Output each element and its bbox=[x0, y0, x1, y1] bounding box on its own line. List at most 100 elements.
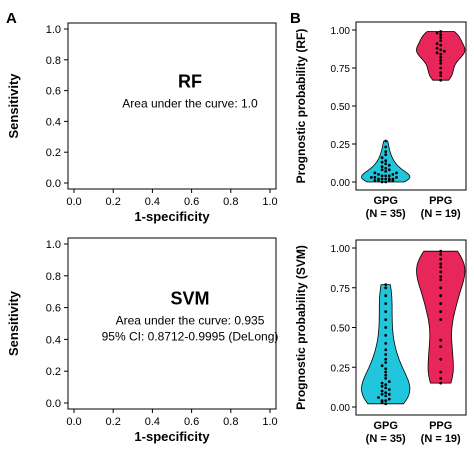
roc-1-annotation: Area under the curve: 0.935 bbox=[116, 313, 265, 327]
violin-2-ytick-label: 1.00 bbox=[331, 26, 351, 37]
roc-0-xtick-label: 0.4 bbox=[145, 196, 160, 208]
roc-0-ylabel: Sensitivity bbox=[6, 73, 21, 139]
violin-3-ylabel: Prognostic probability (SVM) bbox=[294, 245, 308, 410]
violin-2-point-0 bbox=[377, 173, 380, 176]
violin-3-point-0 bbox=[387, 397, 391, 401]
violin-3-point-0 bbox=[384, 302, 388, 305]
violin-2-point-1 bbox=[435, 46, 439, 50]
violin-3-point-1 bbox=[439, 338, 443, 342]
violin-2-point-0 bbox=[395, 176, 398, 179]
violin-3-point-0 bbox=[380, 399, 384, 402]
violin-2-point-0 bbox=[369, 176, 373, 179]
violin-2-point-0 bbox=[395, 171, 398, 175]
roc-0-annotation: Area under the curve: 1.0 bbox=[122, 97, 258, 111]
violin-3-ytick-label: 0.25 bbox=[331, 363, 351, 374]
roc-1-ytick-label: 0.2 bbox=[46, 366, 61, 378]
violin-2-point-1 bbox=[439, 71, 443, 74]
violin-2-point-0 bbox=[380, 165, 384, 169]
roc-0-xlabel: 1-specificity bbox=[134, 209, 210, 224]
violin-3-category-label: PPG bbox=[429, 420, 452, 432]
violin-2-point-1 bbox=[439, 66, 443, 70]
violin-2-point-0 bbox=[384, 170, 388, 173]
violin-3-point-1 bbox=[439, 265, 443, 269]
violin-3-ytick-label: 0.00 bbox=[331, 403, 351, 414]
roc-1-xtick-label: 0.0 bbox=[66, 416, 81, 428]
panel-label-a: A bbox=[6, 10, 17, 27]
roc-1-xlabel: 1-specificity bbox=[134, 429, 210, 444]
panel-label-b: B bbox=[290, 10, 301, 27]
roc-0-title: RF bbox=[178, 72, 202, 92]
violin-3-point-0 bbox=[384, 373, 388, 377]
violin-2-ytick-label: 0.75 bbox=[331, 64, 351, 75]
violin-3-point-0 bbox=[387, 392, 391, 396]
violin-2-violin-1 bbox=[416, 31, 466, 81]
roc-1-xtick-label: 1.0 bbox=[262, 416, 277, 428]
violin-2-point-1 bbox=[442, 49, 446, 53]
violin-2-point-0 bbox=[384, 162, 388, 166]
violin-2-point-0 bbox=[384, 180, 388, 184]
violin-2-point-1 bbox=[435, 31, 439, 35]
violin-2-point-0 bbox=[387, 163, 391, 167]
violin-3-point-0 bbox=[384, 391, 388, 395]
violin-2-point-1 bbox=[435, 42, 439, 46]
violin-3-point-0 bbox=[384, 399, 388, 402]
violin-3-point-1 bbox=[439, 345, 443, 348]
violin-3-point-1 bbox=[439, 294, 443, 298]
roc-1-title: SVM bbox=[170, 288, 209, 308]
roc-1-xtick-label: 0.4 bbox=[145, 416, 160, 428]
violin-3-point-0 bbox=[380, 392, 384, 396]
violin-2-point-0 bbox=[387, 168, 391, 172]
roc-0-xtick-label: 1.0 bbox=[262, 196, 277, 208]
roc-0-xtick-label: 0.0 bbox=[66, 196, 81, 208]
violin-2-point-0 bbox=[373, 176, 377, 179]
violin-3-point-1 bbox=[439, 257, 443, 261]
roc-0-ytick-label: 0.6 bbox=[46, 86, 61, 98]
violin-3-point-0 bbox=[384, 361, 388, 364]
roc-0-ytick-label: 1.0 bbox=[46, 24, 61, 36]
violin-2-point-1 bbox=[439, 39, 443, 42]
violin-3-point-0 bbox=[384, 283, 388, 286]
roc-1-xtick-label: 0.6 bbox=[184, 416, 199, 428]
roc-0-xtick-label: 0.8 bbox=[223, 196, 238, 208]
violin-3-ytick-label: 0.75 bbox=[331, 284, 351, 295]
violin-3-point-1 bbox=[439, 302, 443, 305]
roc-1-annotation-2: 95% CI: 0.8712-0.9995 (DeLong) bbox=[102, 329, 279, 343]
violin-3-point-1 bbox=[439, 370, 443, 374]
violin-3-ytick-label: 0.50 bbox=[331, 324, 351, 335]
violin-2-point-0 bbox=[387, 174, 391, 178]
violin-3-violin-1 bbox=[416, 250, 466, 384]
violin-3-point-1 bbox=[439, 270, 443, 274]
roc-0-xtick-label: 0.6 bbox=[184, 196, 199, 208]
violin-3-point-0 bbox=[384, 342, 388, 345]
violin-3-point-1 bbox=[439, 253, 443, 256]
roc-0-ytick-label: 0.4 bbox=[46, 116, 61, 128]
violin-2-ytick-label: 0.00 bbox=[331, 178, 351, 189]
roc-1-xtick-label: 0.2 bbox=[106, 416, 121, 428]
violin-2-ytick-label: 0.50 bbox=[331, 102, 351, 113]
violin-3-point-1 bbox=[439, 381, 443, 385]
violin-3-point-1 bbox=[439, 357, 443, 361]
violin-2-point-0 bbox=[384, 139, 388, 143]
violin-3-point-0 bbox=[384, 353, 388, 356]
violin-3-point-0 bbox=[384, 370, 388, 374]
violin-3-point-0 bbox=[384, 334, 388, 337]
violin-2-point-0 bbox=[384, 177, 388, 181]
violin-2-point-0 bbox=[384, 145, 388, 149]
roc-1-ytick-label: 0.8 bbox=[46, 271, 61, 283]
roc-0-ytick-label: 0.0 bbox=[46, 178, 61, 190]
violin-2-point-1 bbox=[439, 62, 443, 65]
violin-2-point-1 bbox=[439, 59, 443, 62]
violin-2-point-1 bbox=[439, 56, 443, 59]
violin-3-point-0 bbox=[384, 348, 388, 352]
violin-2-point-0 bbox=[380, 177, 384, 181]
violin-2-point-1 bbox=[439, 43, 443, 47]
violin-2-ylabel: Prognostic probability (RF) bbox=[294, 29, 308, 184]
violin-3-ytick-label: 1.00 bbox=[331, 244, 351, 255]
violin-3-category-count: (N = 19) bbox=[421, 433, 461, 445]
roc-0-xtick-label: 0.2 bbox=[106, 196, 121, 208]
violin-2-point-0 bbox=[380, 160, 384, 164]
violin-2-ytick-label: 0.25 bbox=[331, 140, 351, 151]
violin-3-point-0 bbox=[377, 396, 380, 399]
violin-2-category-label: PPG bbox=[429, 195, 452, 207]
violin-2-point-0 bbox=[380, 180, 384, 184]
